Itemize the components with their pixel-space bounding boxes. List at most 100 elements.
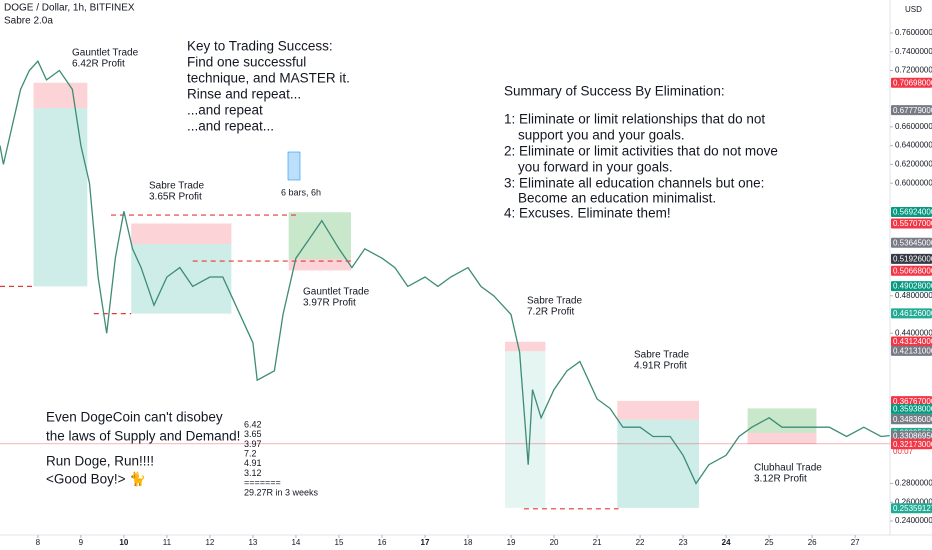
annotation: ...and repeat... <box>187 119 274 134</box>
x-tick-label: 23 <box>679 538 688 547</box>
annotation: 3: Eliminate all education channels but … <box>504 176 764 191</box>
price-tag-label: 0.32173000 <box>893 440 932 449</box>
price-tag <box>891 253 932 264</box>
trade-zone <box>617 419 700 508</box>
price-tag-label: 0.36767000 <box>893 397 932 406</box>
price-tag <box>891 237 932 248</box>
annotation: 1: Eliminate or limit relationships that… <box>504 112 765 127</box>
annotation: Sabre Trade <box>634 350 689 361</box>
x-tick-label: 19 <box>507 538 516 547</box>
price-tag <box>891 218 932 229</box>
price-tag-label: 0.33086950 <box>893 431 932 440</box>
annotation: Rinse and repeat... <box>187 87 301 102</box>
annotation: 4.91R Profit <box>634 361 687 372</box>
annotation: 3.97 <box>244 439 262 449</box>
price-tag-label: 0.53645000 <box>893 238 932 247</box>
annotation: 29.27R in 3 weeks <box>244 487 319 497</box>
price-tag <box>891 105 932 116</box>
x-tick-label: 11 <box>163 538 172 547</box>
x-tick-label: 14 <box>291 538 300 547</box>
x-tick-label: 13 <box>248 538 257 547</box>
price-tag <box>891 345 932 356</box>
measure-tool <box>287 151 301 181</box>
price-tag <box>891 414 932 425</box>
x-tick-label: 22 <box>636 538 645 547</box>
x-tick-label: 24 <box>722 538 731 547</box>
currency: USD <box>905 5 922 14</box>
price-tag <box>891 308 932 319</box>
price-line <box>0 60 890 485</box>
price-tag-label: 0.46126000 <box>893 309 932 318</box>
annotation: 3.12 <box>244 468 262 478</box>
annotation: Run Doge, Run!!!! <box>46 454 154 469</box>
annotation: Key to Trading Success: <box>187 39 333 54</box>
annotation: Sabre Trade <box>527 296 582 307</box>
price-tag <box>891 281 932 292</box>
annotation: 4.91 <box>244 458 262 468</box>
trade-zone <box>617 400 700 420</box>
price-tag-label: 0.42131000 <box>893 346 932 355</box>
trade-zone <box>33 82 88 109</box>
annotation: technique, and MASTER it. <box>187 71 350 86</box>
annotation: Sabre Trade <box>149 181 204 192</box>
annotation: Even DogeCoin can't disobey <box>46 410 223 425</box>
annotation: Clubhaul Trade <box>754 463 822 474</box>
annotation: Summary of Success By Elimination: <box>504 84 725 99</box>
x-tick-label: 10 <box>119 538 128 547</box>
x-tick-label: 12 <box>205 538 214 547</box>
trade-zone <box>505 341 546 352</box>
price-tag <box>891 503 932 514</box>
annotation: 6 bars, 6h <box>281 187 321 197</box>
x-tick-label: 20 <box>550 538 559 547</box>
annotation: <Good Boy!> 🐈 <box>46 471 146 487</box>
price-tag <box>891 403 932 414</box>
indicator-name: Sabre 2.0a <box>4 16 53 27</box>
price-tag-label: 0.25359127 <box>893 504 932 513</box>
x-tick-label: 21 <box>593 538 602 547</box>
annotation: Find one successful <box>187 55 306 70</box>
annotation: support you and your goals. <box>518 128 685 143</box>
price-tag-label: 0.56924000 <box>893 208 932 217</box>
x-tick-label: 18 <box>464 538 473 547</box>
trade-zone <box>131 244 232 314</box>
price-tag-label: 0.50668000 <box>893 266 932 275</box>
price-tag <box>891 265 932 276</box>
trade-zone <box>131 223 232 245</box>
price-tag-label: 0.55707000 <box>893 219 932 228</box>
x-tick-label: 17 <box>421 538 430 547</box>
annotation: the laws of Supply and Demand! <box>46 429 240 444</box>
x-tick-label: 25 <box>765 538 774 547</box>
x-tick-label: 26 <box>808 538 817 547</box>
price-tag <box>891 336 932 347</box>
annotation: 6.42R Profit <box>72 59 125 70</box>
countdown: 00:07 <box>893 447 914 456</box>
trade-zone <box>747 408 817 433</box>
price-tag-label: 0.49028000 <box>893 282 932 291</box>
annotation: you forward in your goals. <box>518 160 673 175</box>
annotation: Become an education minimalist. <box>518 191 716 206</box>
annotation: 3.12R Profit <box>754 474 807 485</box>
annotation: 6.42 <box>244 419 262 429</box>
annotation: 4: Excuses. Eliminate them! <box>504 206 671 221</box>
x-tick-label: 8 <box>36 538 41 547</box>
trade-zone <box>288 259 352 271</box>
price-tag <box>891 77 932 88</box>
price-tag-label: 0.67779000 <box>893 106 932 115</box>
price-tag-label: 0.43124000 <box>893 337 932 346</box>
trade-zone <box>33 108 88 287</box>
annotation: Gauntlet Trade <box>72 48 139 59</box>
price-tag-label: 0.34836000 <box>893 415 932 424</box>
trade-zone <box>747 432 817 445</box>
annotation: 3.65 <box>244 429 262 439</box>
